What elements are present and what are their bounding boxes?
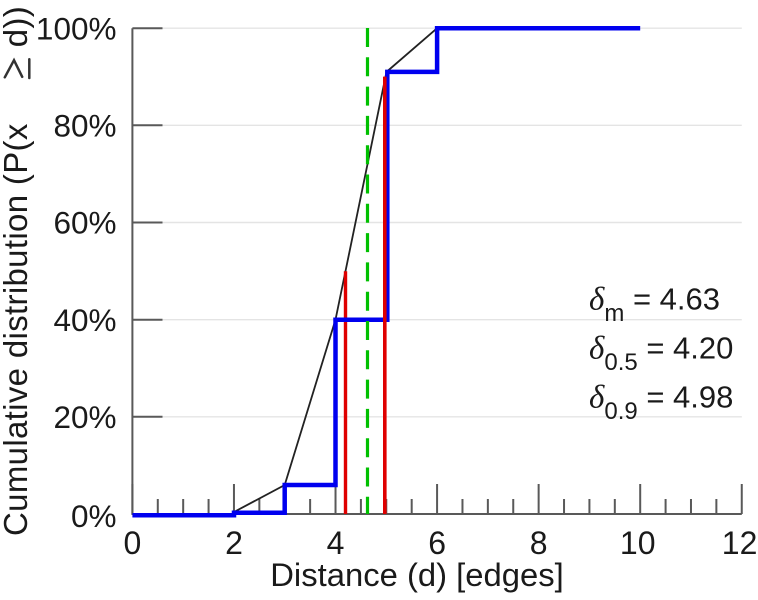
- svg-text:20%: 20%: [53, 399, 116, 435]
- svg-text:δ0.9 = 4.98: δ0.9 = 4.98: [589, 380, 733, 426]
- svg-text:40%: 40%: [53, 302, 116, 338]
- svg-text:δ0.5 = 4.20: δ0.5 = 4.20: [589, 331, 733, 377]
- svg-text:4: 4: [327, 525, 345, 561]
- svg-text:0: 0: [124, 525, 142, 561]
- svg-text:8: 8: [530, 525, 548, 561]
- svg-text:0%: 0%: [71, 498, 117, 534]
- svg-text:δm = 4.63: δm = 4.63: [589, 282, 720, 328]
- svg-text:Cumulative distribution (P(x: Cumulative distribution (P(x d)): [0, 6, 34, 536]
- svg-text:100%: 100%: [36, 10, 117, 46]
- svg-text:Distance (d) [edges]: Distance (d) [edges]: [270, 556, 564, 593]
- svg-text:60%: 60%: [53, 205, 116, 241]
- svg-text:6: 6: [428, 525, 446, 561]
- svg-text:10: 10: [620, 525, 656, 561]
- svg-text:12: 12: [722, 525, 758, 561]
- svg-text:80%: 80%: [53, 107, 116, 143]
- svg-text:2: 2: [225, 525, 243, 561]
